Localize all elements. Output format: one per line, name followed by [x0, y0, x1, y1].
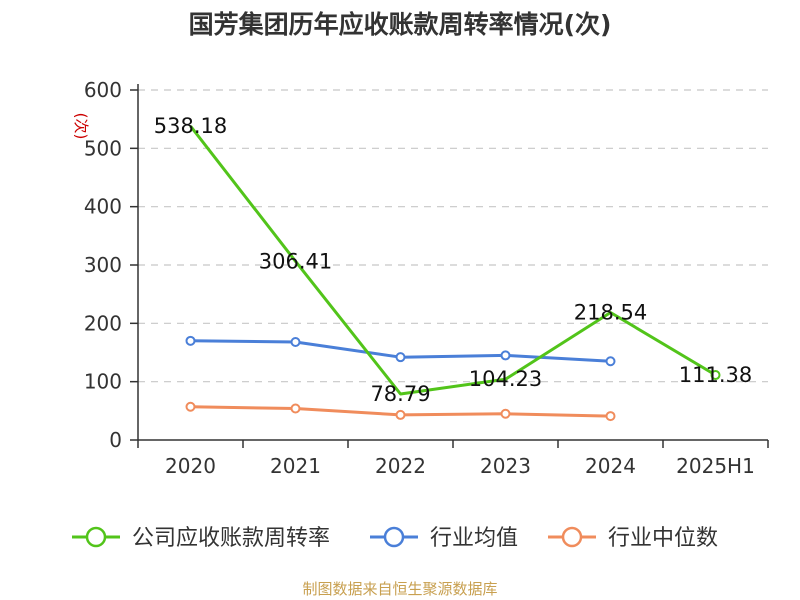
data-point	[500, 408, 511, 419]
x-tick-label: 2022	[375, 454, 426, 478]
chart-title: 国芳集团历年应收账款周转率情况(次)	[189, 10, 612, 39]
y-tick-label: 100	[84, 370, 122, 394]
x-tick-label: 2023	[480, 454, 531, 478]
y-tick-label: 0	[109, 428, 122, 452]
data-point	[185, 401, 196, 412]
x-tick-label: 2021	[270, 454, 321, 478]
data-label: 218.54	[574, 301, 647, 325]
x-tick-label: 2020	[165, 454, 216, 478]
data-point	[290, 337, 301, 347]
y-tick-label: 200	[84, 311, 122, 335]
legend-marker	[85, 526, 107, 548]
data-point	[185, 335, 196, 346]
legend-label: 行业均值	[430, 526, 518, 551]
data-label: 78.79	[370, 382, 430, 406]
y-axis-label: (次)	[72, 113, 90, 140]
legend-label: 行业中位数	[608, 526, 718, 551]
data-point	[710, 370, 721, 381]
data-label: 306.41	[259, 249, 332, 273]
y-tick-label: 600	[84, 78, 122, 102]
data-label: 538.18	[154, 114, 227, 138]
data-point	[605, 356, 616, 367]
data-point	[605, 411, 616, 422]
x-tick-label: 2025H1	[676, 454, 755, 478]
y-tick-label: 400	[84, 195, 122, 219]
data-point	[290, 403, 301, 414]
data-point	[500, 350, 511, 361]
series-line	[189, 125, 717, 396]
x-tick-label: 2024	[585, 454, 636, 478]
data-label: 111.38	[679, 363, 752, 387]
legend-marker	[383, 526, 405, 548]
legend-marker	[561, 526, 583, 548]
legend-label: 公司应收账款周转率	[132, 526, 330, 551]
data-point	[395, 409, 406, 420]
data-point	[395, 352, 406, 363]
y-tick-label: 500	[84, 136, 122, 160]
y-tick-label: 300	[84, 253, 122, 277]
source-note: 制图数据来自恒生聚源数据库	[302, 580, 497, 598]
data-label: 104.23	[469, 367, 542, 391]
